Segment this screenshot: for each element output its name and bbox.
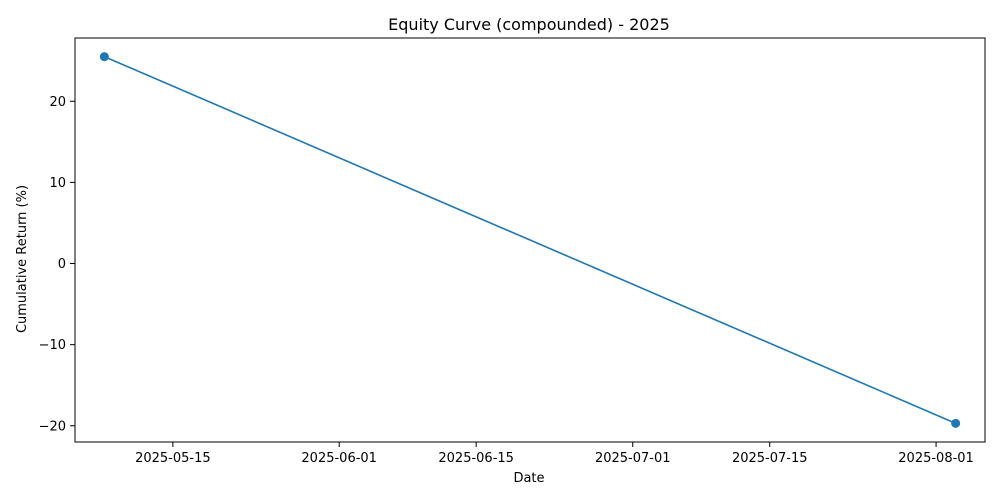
y-axis-label: Cumulative Return (%) bbox=[15, 185, 30, 333]
y-tick-label: −10 bbox=[39, 338, 66, 353]
y-tick-label: −20 bbox=[39, 419, 66, 434]
x-axis-label: Date bbox=[513, 471, 544, 486]
y-tick-label: 10 bbox=[49, 176, 66, 191]
y-tick-label: 0 bbox=[58, 257, 66, 272]
data-point bbox=[951, 418, 961, 428]
axes-frame bbox=[74, 37, 986, 443]
x-tick-label: 2025-07-15 bbox=[732, 451, 808, 466]
x-tick-label: 2025-08-01 bbox=[898, 451, 974, 466]
x-tick-label: 2025-05-15 bbox=[135, 451, 211, 466]
x-tick-label: 2025-07-01 bbox=[595, 451, 671, 466]
x-tick-label: 2025-06-15 bbox=[438, 451, 514, 466]
data-point bbox=[99, 52, 109, 62]
y-tick-label: 20 bbox=[49, 95, 66, 110]
plot-area: 2025-05-15 2025-06-01 2025-06-15 2025-07-01… bbox=[39, 37, 986, 466]
x-tick-label: 2025-06-01 bbox=[301, 451, 377, 466]
series-line bbox=[104, 55, 956, 425]
chart-title: Equity Curve (compounded) - 2025 bbox=[388, 15, 670, 34]
